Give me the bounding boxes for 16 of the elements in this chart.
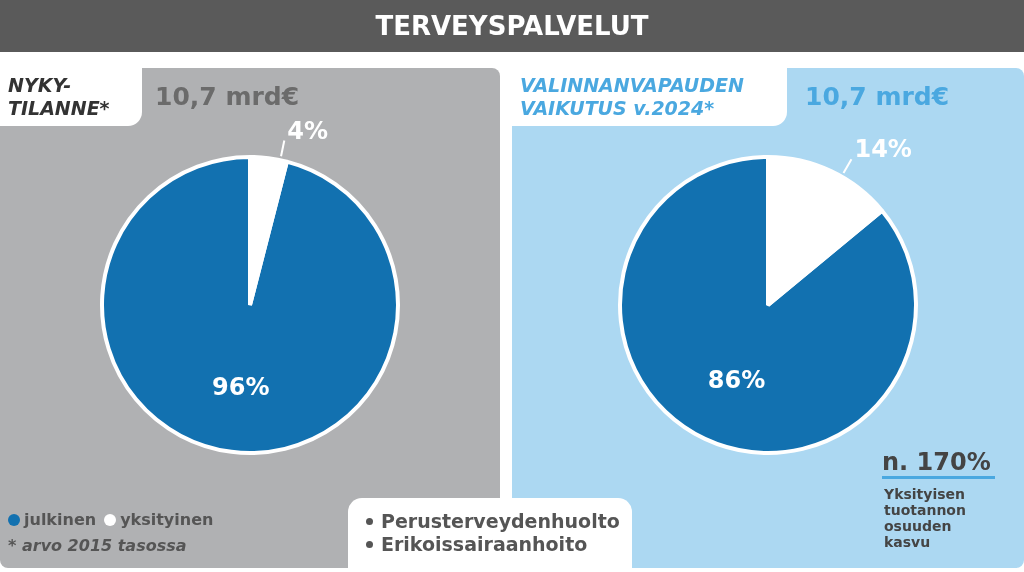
data-label: 14%: [854, 135, 912, 164]
legend-label: julkinen: [24, 510, 97, 529]
text: Erikoissairaanhoito: [381, 533, 588, 555]
chart-subtitle: 10,7 mrd€: [155, 82, 300, 111]
chart-title: NYKY-TILANNE*: [8, 74, 111, 120]
text: * arvo 2015 tasossa: [8, 536, 187, 555]
text: n. 170%: [882, 448, 995, 479]
text: TERVEYSPALVELUT: [0, 0, 1024, 52]
data-label: 86%: [707, 366, 766, 395]
text: Yksityisen tuotannon osuuden kasvu: [884, 486, 967, 550]
data-label: 96%: [212, 372, 270, 401]
chart-subtitle: 10,7 mrd€: [805, 82, 950, 111]
legend-label: yksityinen: [120, 510, 214, 529]
data-label: 4%: [287, 116, 329, 145]
chart-title: VALINNANVAPAUDEN VAIKUTUS v.2024*: [520, 74, 745, 120]
text: Perusterveydenhuolto: [381, 510, 620, 532]
